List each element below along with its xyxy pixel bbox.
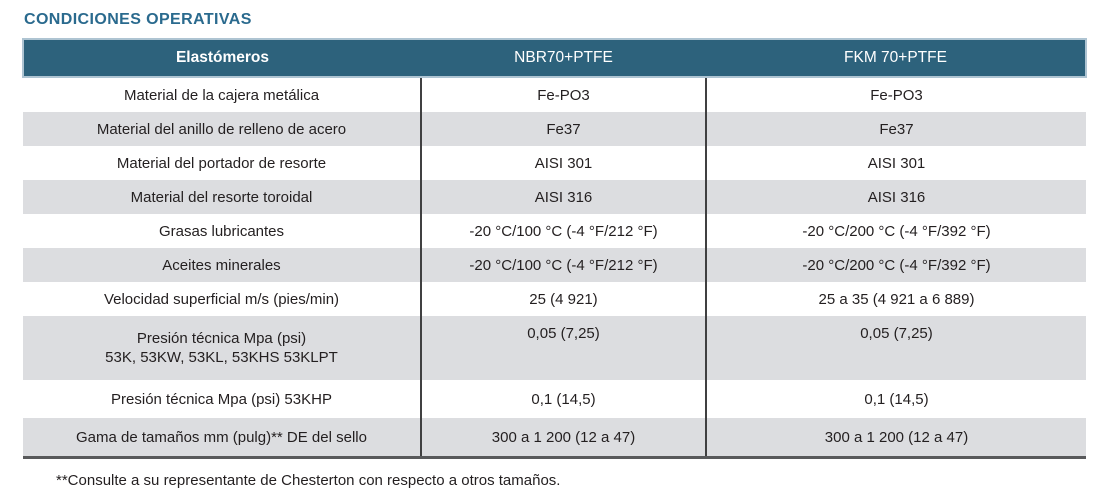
row-label: Material de la cajera metálica — [123, 86, 320, 104]
row-value: AISI 316 — [705, 180, 1086, 214]
row-label: Material del anillo de relleno de acero — [96, 120, 347, 138]
row-label: Material del portador de resorte — [116, 154, 327, 172]
row-value: 0,05 (7,25) — [420, 316, 706, 380]
row-value: -20 °C/100 °C (-4 °F/212 °F) — [420, 214, 706, 248]
row-label: Grasas lubricantes — [158, 222, 285, 240]
row-value: Fe37 — [705, 112, 1086, 146]
row-value: 25 a 35 (4 921 a 6 889) — [705, 282, 1086, 316]
row-value: Fe37 — [420, 112, 706, 146]
row-value: AISI 301 — [420, 146, 706, 180]
row-value: 0,1 (14,5) — [705, 380, 1086, 418]
table-row: Material de la cajera metálica Fe-PO3 Fe-P… — [23, 77, 1086, 112]
table-row: Aceites minerales -20 °C/100 °C (-4 °F/21… — [23, 248, 1086, 282]
table-row: Gama de tamaños mm (pulg)** DE del sello… — [23, 418, 1086, 459]
table-row: Material del portador de resorte AISI 301… — [23, 146, 1086, 180]
row-value: -20 °C/200 °C (-4 °F/392 °F) — [705, 214, 1086, 248]
table-row: Grasas lubricantes -20 °C/100 °C (-4 °F/2… — [23, 214, 1086, 248]
table-row: Presión técnica Mpa (psi) 53KHP 0,1 (14,5… — [23, 380, 1086, 418]
row-label: Velocidad superficial m/s (pies/min) — [103, 290, 340, 308]
row-label: Gama de tamaños mm (pulg)** DE del sello — [23, 418, 421, 459]
table-header-row: Elastómeros NBR70+PTFE FKM 70+PTFE — [22, 38, 1087, 78]
table-row: Material del resorte toroidal AISI 316 AIS… — [23, 180, 1086, 214]
table-row: Material del anillo de relleno de acero F… — [23, 112, 1086, 146]
row-value: Fe-PO3 — [705, 77, 1086, 112]
row-value: AISI 316 — [420, 180, 706, 214]
row-value: 300 a 1 200 (12 a 47) — [420, 418, 706, 459]
row-label: Aceites minerales — [162, 256, 281, 274]
row-value: Fe-PO3 — [420, 77, 706, 112]
row-value: -20 °C/200 °C (-4 °F/392 °F) — [705, 248, 1086, 282]
table-body: Material de la cajera metálica Fe-PO3 Fe-P… — [23, 77, 1086, 459]
row-label: Presión técnica Mpa (psi) 53KHP — [111, 390, 332, 408]
row-value: 0,1 (14,5) — [420, 380, 706, 418]
row-value: -20 °C/100 °C (-4 °F/212 °F) — [420, 248, 706, 282]
table-footnote: **Consulte a su representante de Chester… — [56, 472, 561, 489]
row-label: Presión técnica Mpa (psi) 53K, 53KW, 53K… — [105, 330, 338, 366]
operating-conditions-table: Elastómeros NBR70+PTFE FKM 70+PTFE Mater… — [22, 38, 1087, 459]
table-row: Presión técnica Mpa (psi) 53K, 53KW, 53K… — [23, 316, 1086, 380]
column-header-nbr70-ptfe: NBR70+PTFE — [421, 38, 706, 78]
row-value: 300 a 1 200 (12 a 47) — [705, 418, 1086, 459]
row-value: 0,05 (7,25) — [705, 316, 1086, 380]
row-value: 25 (4 921) — [420, 282, 706, 316]
page-title: CONDICIONES OPERATIVAS — [24, 11, 252, 28]
row-label: Material del resorte toroidal — [130, 188, 313, 206]
column-header-fkm70-ptfe: FKM 70+PTFE — [706, 38, 1087, 78]
row-value: AISI 301 — [705, 146, 1086, 180]
column-header-elastomeros: Elastómeros — [22, 38, 421, 78]
table-row: Velocidad superficial m/s (pies/min) 25 (… — [23, 282, 1086, 316]
